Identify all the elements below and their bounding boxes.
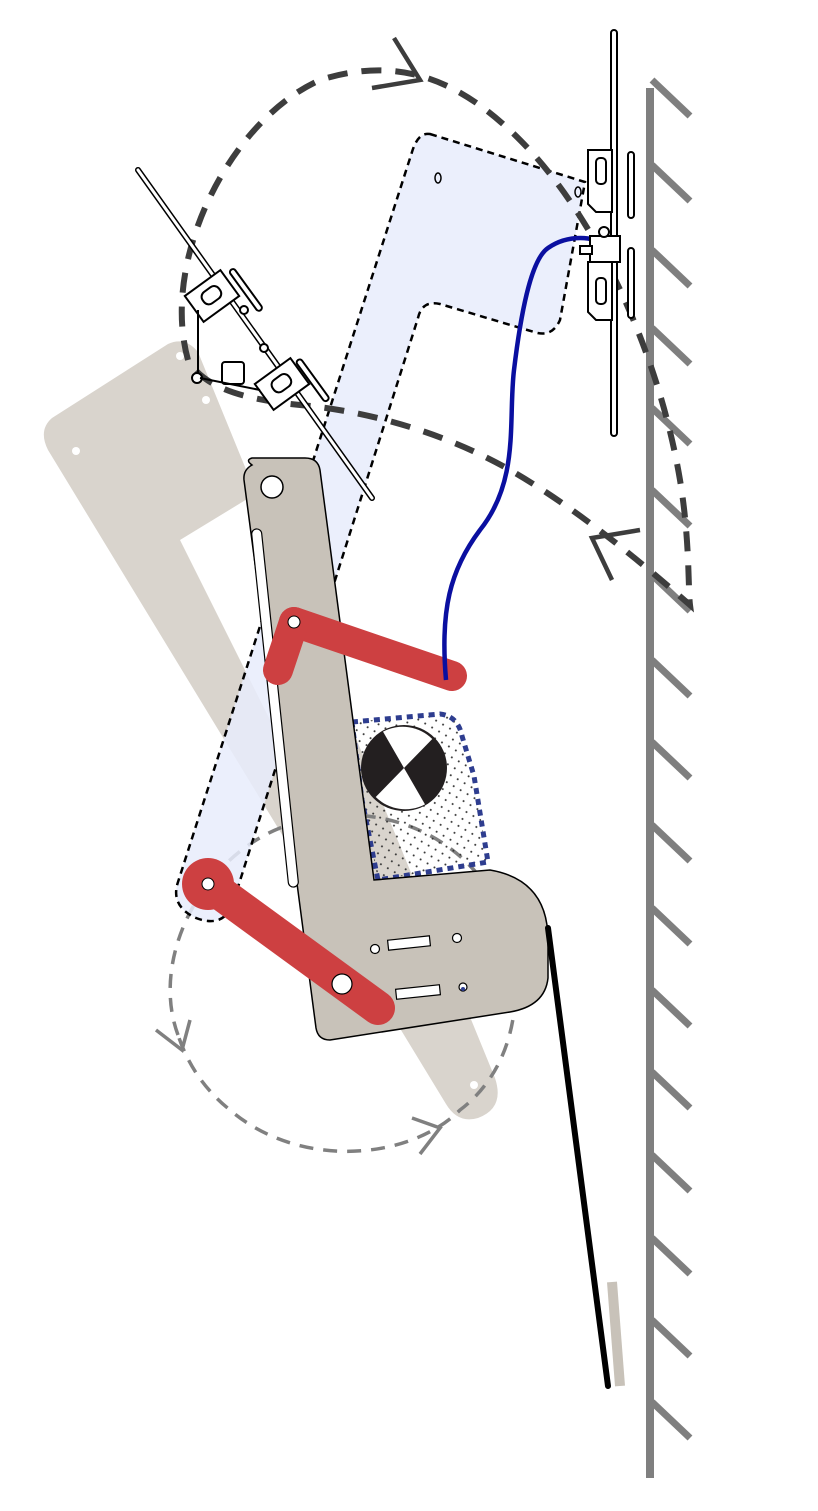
- arrow-icon: [371, 36, 641, 581]
- wall: [646, 77, 693, 1478]
- gripper-icon: [579, 29, 635, 437]
- cable: [442, 235, 606, 681]
- gripper-icon: [135, 167, 375, 501]
- motor-icon: [361, 725, 447, 811]
- arrow-icon: [154, 1019, 443, 1156]
- lower-link: [182, 858, 395, 1025]
- wall-hatching: [649, 77, 693, 1441]
- trajectory-upper: [178, 67, 695, 613]
- tail-strut: [545, 925, 625, 1389]
- upper-red-link: [263, 607, 467, 691]
